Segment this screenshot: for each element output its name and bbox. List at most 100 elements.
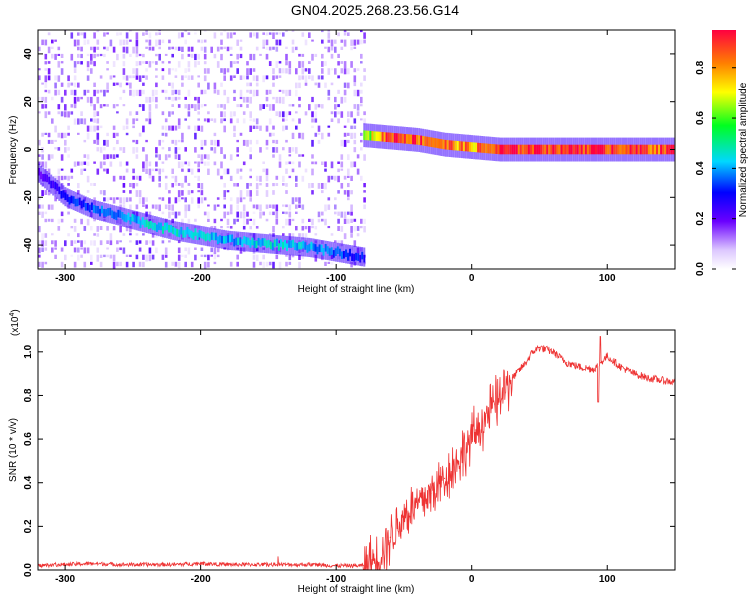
spectrogram-x-tick-label: -100 [326, 273, 346, 284]
noise-cell [252, 254, 256, 260]
track-core-cell [639, 144, 642, 155]
noise-cell [340, 240, 344, 247]
noise-cell [83, 32, 87, 39]
noise-cell [246, 211, 249, 217]
noise-cell [343, 30, 347, 33]
noise-cell [311, 161, 314, 165]
noise-cell [203, 161, 207, 166]
noise-cell [255, 175, 259, 182]
track-core-cell [48, 176, 51, 185]
noise-cell [311, 125, 314, 129]
noise-cell [242, 197, 246, 200]
spectrogram-plot-area [38, 25, 675, 269]
noise-cell [70, 53, 74, 61]
track-core-cell [393, 133, 396, 143]
track-core-cell [481, 143, 484, 153]
noise-cell [357, 25, 360, 27]
noise-cell [350, 25, 353, 29]
noise-cell [145, 161, 148, 169]
noise-cell [129, 254, 132, 257]
noise-cell [161, 161, 165, 164]
noise-cell [275, 75, 279, 79]
noise-cell [47, 139, 51, 144]
noise-cell [343, 190, 347, 195]
noise-cell [321, 61, 324, 67]
noise-cell [47, 168, 51, 175]
noise-cell [148, 61, 152, 68]
noise-cell [90, 104, 93, 107]
noise-cell [73, 218, 77, 223]
noise-cell [321, 104, 324, 109]
noise-cell [291, 233, 295, 238]
noise-cell [210, 226, 213, 229]
noise-cell [177, 190, 181, 198]
track-core-cell [633, 144, 636, 155]
noise-cell [295, 89, 298, 97]
track-core-cell [363, 130, 366, 140]
noise-cell [73, 247, 77, 253]
colorbar: 0.00.20.40.60.8 Normalized spectral ampl… [695, 30, 749, 276]
track-core-cell [322, 248, 325, 256]
noise-cell [321, 75, 324, 80]
noise-cell [213, 247, 217, 255]
noise-cell [236, 261, 239, 267]
noise-cell [41, 82, 44, 85]
noise-cell [135, 89, 139, 96]
noise-cell [259, 211, 262, 219]
noise-cell [207, 154, 210, 160]
noise-cell [334, 204, 337, 210]
noise-cell [190, 46, 194, 52]
noise-cell [330, 39, 334, 47]
noise-cell [226, 218, 230, 226]
noise-cell [337, 218, 340, 224]
noise-cell [275, 211, 279, 219]
noise-cell [340, 139, 344, 147]
noise-cell [64, 111, 67, 118]
snr-y-tick-label: 0.6 [23, 432, 34, 446]
noise-cell [135, 183, 139, 187]
noise-cell [44, 132, 48, 135]
snr-point [376, 558, 378, 560]
noise-cell [83, 247, 87, 254]
noise-cell [347, 139, 350, 144]
track-core-cell [558, 144, 561, 155]
noise-cell [112, 226, 116, 231]
noise-cell [93, 161, 96, 164]
colorbar-gradient [712, 30, 736, 269]
track-core-cell [176, 229, 179, 237]
noise-cell [96, 168, 100, 175]
noise-cell [334, 111, 337, 118]
noise-cell [350, 226, 353, 233]
noise-cell [41, 261, 44, 268]
track-core-cell [523, 144, 526, 155]
noise-cell [353, 125, 357, 129]
noise-cell [249, 197, 252, 202]
noise-cell [334, 96, 337, 103]
snr-point [227, 563, 229, 566]
track-core-cell [416, 135, 419, 145]
noise-cell [223, 154, 226, 159]
track-core-cell [194, 228, 197, 236]
noise-cell [60, 68, 64, 75]
noise-cell [272, 139, 275, 144]
noise-cell [77, 32, 80, 36]
noise-cell [295, 211, 298, 214]
noise-cell [77, 183, 80, 189]
noise-cell [161, 168, 165, 173]
noise-cell [151, 175, 155, 182]
noise-cell [327, 175, 331, 183]
snr-point [416, 503, 419, 506]
noise-cell [207, 82, 210, 90]
noise-cell [164, 204, 168, 209]
noise-cell [321, 53, 324, 59]
noise-cell [51, 53, 54, 59]
noise-cell [184, 161, 187, 165]
track-core-cell [172, 226, 175, 235]
track-core-cell [318, 244, 321, 252]
noise-cell [249, 68, 252, 75]
noise-cell [360, 96, 363, 104]
spectrogram-y-label: Frequency (Hz) [8, 116, 19, 185]
noise-cell [194, 175, 197, 178]
noise-cell [122, 147, 126, 153]
noise-cell [44, 104, 48, 109]
